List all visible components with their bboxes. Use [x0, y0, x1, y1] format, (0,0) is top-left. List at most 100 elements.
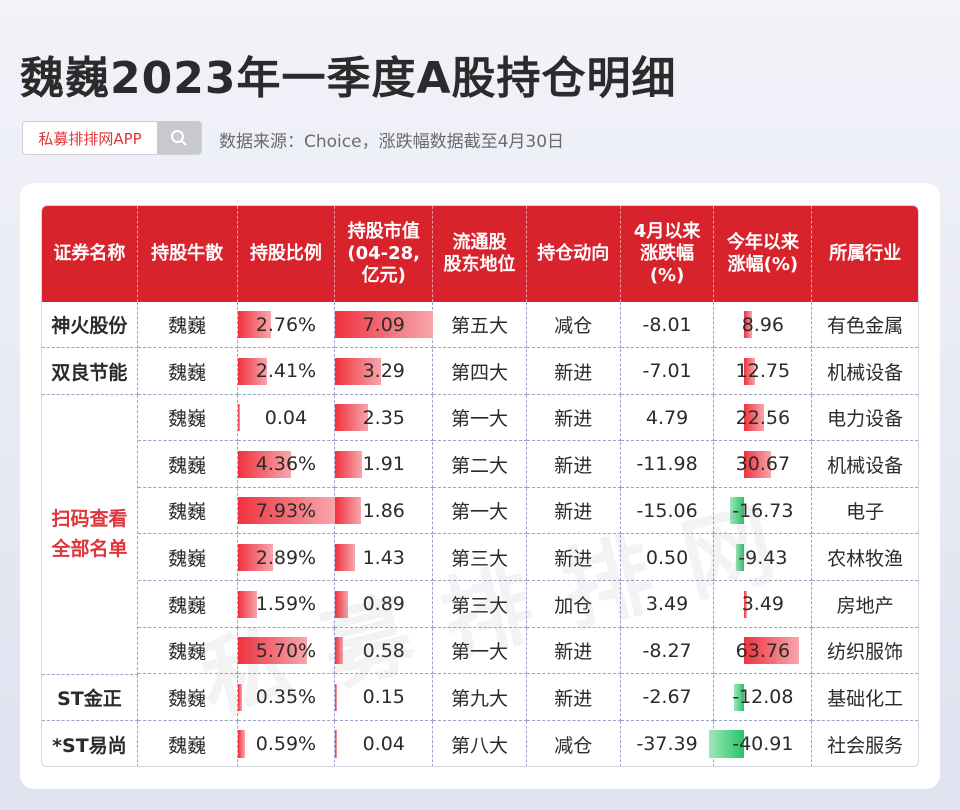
market-value-bar — [335, 311, 434, 338]
col-name-value: 神火股份 — [51, 315, 128, 337]
col-holder-cell: 魏巍 — [137, 395, 238, 442]
col-ytd-value: -12.08 — [732, 686, 794, 709]
ratio-bar — [237, 404, 240, 432]
col-rank-cell: 第三大 — [433, 581, 527, 628]
col-holder-cell: 魏巍 — [137, 535, 238, 581]
col-ratio-cell: 2.41% — [237, 348, 336, 395]
market-value-bar — [335, 683, 338, 711]
col-ratio-value: 0.59% — [255, 733, 317, 756]
col-market-value-value: 0.58 — [362, 639, 405, 662]
col-holder-value: 魏巍 — [168, 594, 207, 617]
col-action-value: 新进 — [554, 641, 593, 664]
col-holder-cell: 魏巍 — [137, 581, 238, 628]
col-ratio-cell: 0.59% — [237, 721, 336, 766]
col-holder-value: 魏巍 — [168, 454, 207, 477]
merged-scan-label: 扫码查看 全部名单 — [42, 395, 138, 675]
col-market-value-value: 1.86 — [362, 499, 405, 522]
col-apr-cell: 0.50 — [620, 535, 715, 581]
col-market-value-cell: 3.29 — [335, 348, 434, 395]
col-market-value-value: 2.35 — [362, 406, 405, 429]
col-apr-value: -11.98 — [636, 453, 698, 476]
header-col-holder: 持股牛散 — [138, 206, 238, 302]
col-action-value: 新进 — [554, 454, 593, 477]
col-ytd-value: 63.76 — [735, 639, 791, 662]
ytd-bar — [744, 450, 771, 478]
col-apr-value: -8.27 — [642, 639, 692, 662]
col-holder-value: 魏巍 — [168, 408, 207, 431]
col-ratio-cell: 4.36% — [237, 441, 336, 488]
ratio-bar — [237, 590, 258, 618]
col-market-value-cell: 2.35 — [335, 395, 434, 442]
market-value-bar — [335, 357, 381, 385]
col-industry-cell: 纺织服饰 — [812, 628, 918, 675]
col-ratio-value: 5.70% — [255, 639, 317, 662]
ratio-bar — [237, 357, 268, 385]
page-title: 魏巍2023年一季度A股持仓明细 — [20, 53, 677, 104]
col-action-cell: 新进 — [526, 348, 621, 395]
col-ratio-value: 0.35% — [255, 686, 317, 709]
col-ratio-cell: 7.93% — [237, 488, 336, 535]
col-ratio-value: 1.59% — [255, 593, 317, 616]
col-industry-value: 房地产 — [836, 594, 894, 617]
header-col-ytd: 今年以来 涨幅(%) — [714, 206, 813, 302]
col-name-cell: ST金正 — [42, 674, 138, 721]
col-ytd-value: 8.96 — [741, 313, 784, 336]
col-holder-value: 魏巍 — [168, 734, 207, 757]
col-market-value-value: 3.29 — [362, 360, 405, 383]
col-market-value-cell: 1.86 — [335, 488, 434, 535]
col-action-value: 新进 — [554, 408, 593, 431]
col-industry-cell: 电力设备 — [812, 395, 918, 442]
col-holder-cell: 魏巍 — [137, 628, 238, 675]
table-row: 魏巍 0.04 2.35 第一大 新进 4.79 22.56 电力设备 — [42, 395, 918, 442]
ytd-bar — [744, 404, 764, 432]
col-industry-value: 机械设备 — [827, 454, 904, 477]
col-ytd-cell: 63.76 — [714, 628, 813, 675]
col-holder-value: 魏巍 — [168, 548, 207, 570]
ratio-bar — [237, 450, 291, 478]
market-value-bar — [335, 730, 338, 759]
ratio-bar — [237, 311, 272, 338]
col-ytd-cell: 22.56 — [714, 395, 813, 442]
header-col-ratio: 持股比例 — [238, 206, 336, 302]
col-market-value-value: 1.91 — [362, 453, 405, 476]
col-action-cell: 新进 — [526, 441, 621, 488]
col-action-cell: 新进 — [526, 488, 621, 535]
col-ratio-cell: 0.04 — [237, 395, 336, 442]
col-market-value-value: 1.43 — [362, 546, 405, 569]
col-rank-cell: 第二大 — [433, 441, 527, 488]
col-apr-cell: -2.67 — [620, 674, 715, 721]
data-source-note: 数据来源：Choice，涨跌幅数据截至4月30日 — [219, 132, 565, 152]
col-market-value-cell: 0.58 — [335, 628, 434, 675]
search-button[interactable] — [157, 122, 201, 154]
ratio-bar — [237, 497, 335, 525]
col-industry-value: 基础化工 — [827, 687, 904, 710]
col-apr-value: 0.50 — [645, 546, 689, 569]
col-ratio-cell: 2.89% — [237, 535, 336, 581]
col-rank-value: 第三大 — [450, 594, 508, 617]
col-action-cell: 加仓 — [526, 581, 621, 628]
search-box[interactable]: 私募排排网APP — [22, 121, 202, 155]
col-action-value: 新进 — [554, 687, 593, 710]
col-industry-value: 电子 — [846, 501, 885, 524]
col-ytd-value: -16.73 — [732, 499, 794, 522]
ytd-bar — [709, 730, 745, 759]
col-industry-value: 有色金属 — [827, 315, 904, 337]
header-col-action: 持仓动向 — [527, 206, 621, 302]
col-rank-value: 第四大 — [450, 361, 508, 384]
header-col-market-value: 持股市值 (04-28, 亿元) — [335, 206, 434, 302]
market-value-bar — [335, 404, 368, 432]
market-value-bar — [335, 497, 362, 525]
col-ratio-value: 4.36% — [255, 453, 317, 476]
col-ratio-cell: 0.35% — [237, 674, 336, 721]
col-market-value-cell: 0.04 — [335, 721, 434, 766]
col-rank-value: 第二大 — [450, 454, 508, 477]
col-action-cell: 新进 — [526, 535, 621, 581]
col-ytd-cell: 3.49 — [714, 581, 813, 628]
ytd-bar — [734, 683, 745, 711]
col-holder-cell: 魏巍 — [138, 721, 238, 766]
col-action-value: 减仓 — [554, 734, 593, 757]
ytd-bar — [736, 544, 745, 571]
col-industry-value: 机械设备 — [827, 361, 904, 384]
col-ytd-cell: 12.75 — [714, 348, 813, 395]
col-holder-value: 魏巍 — [168, 687, 207, 710]
